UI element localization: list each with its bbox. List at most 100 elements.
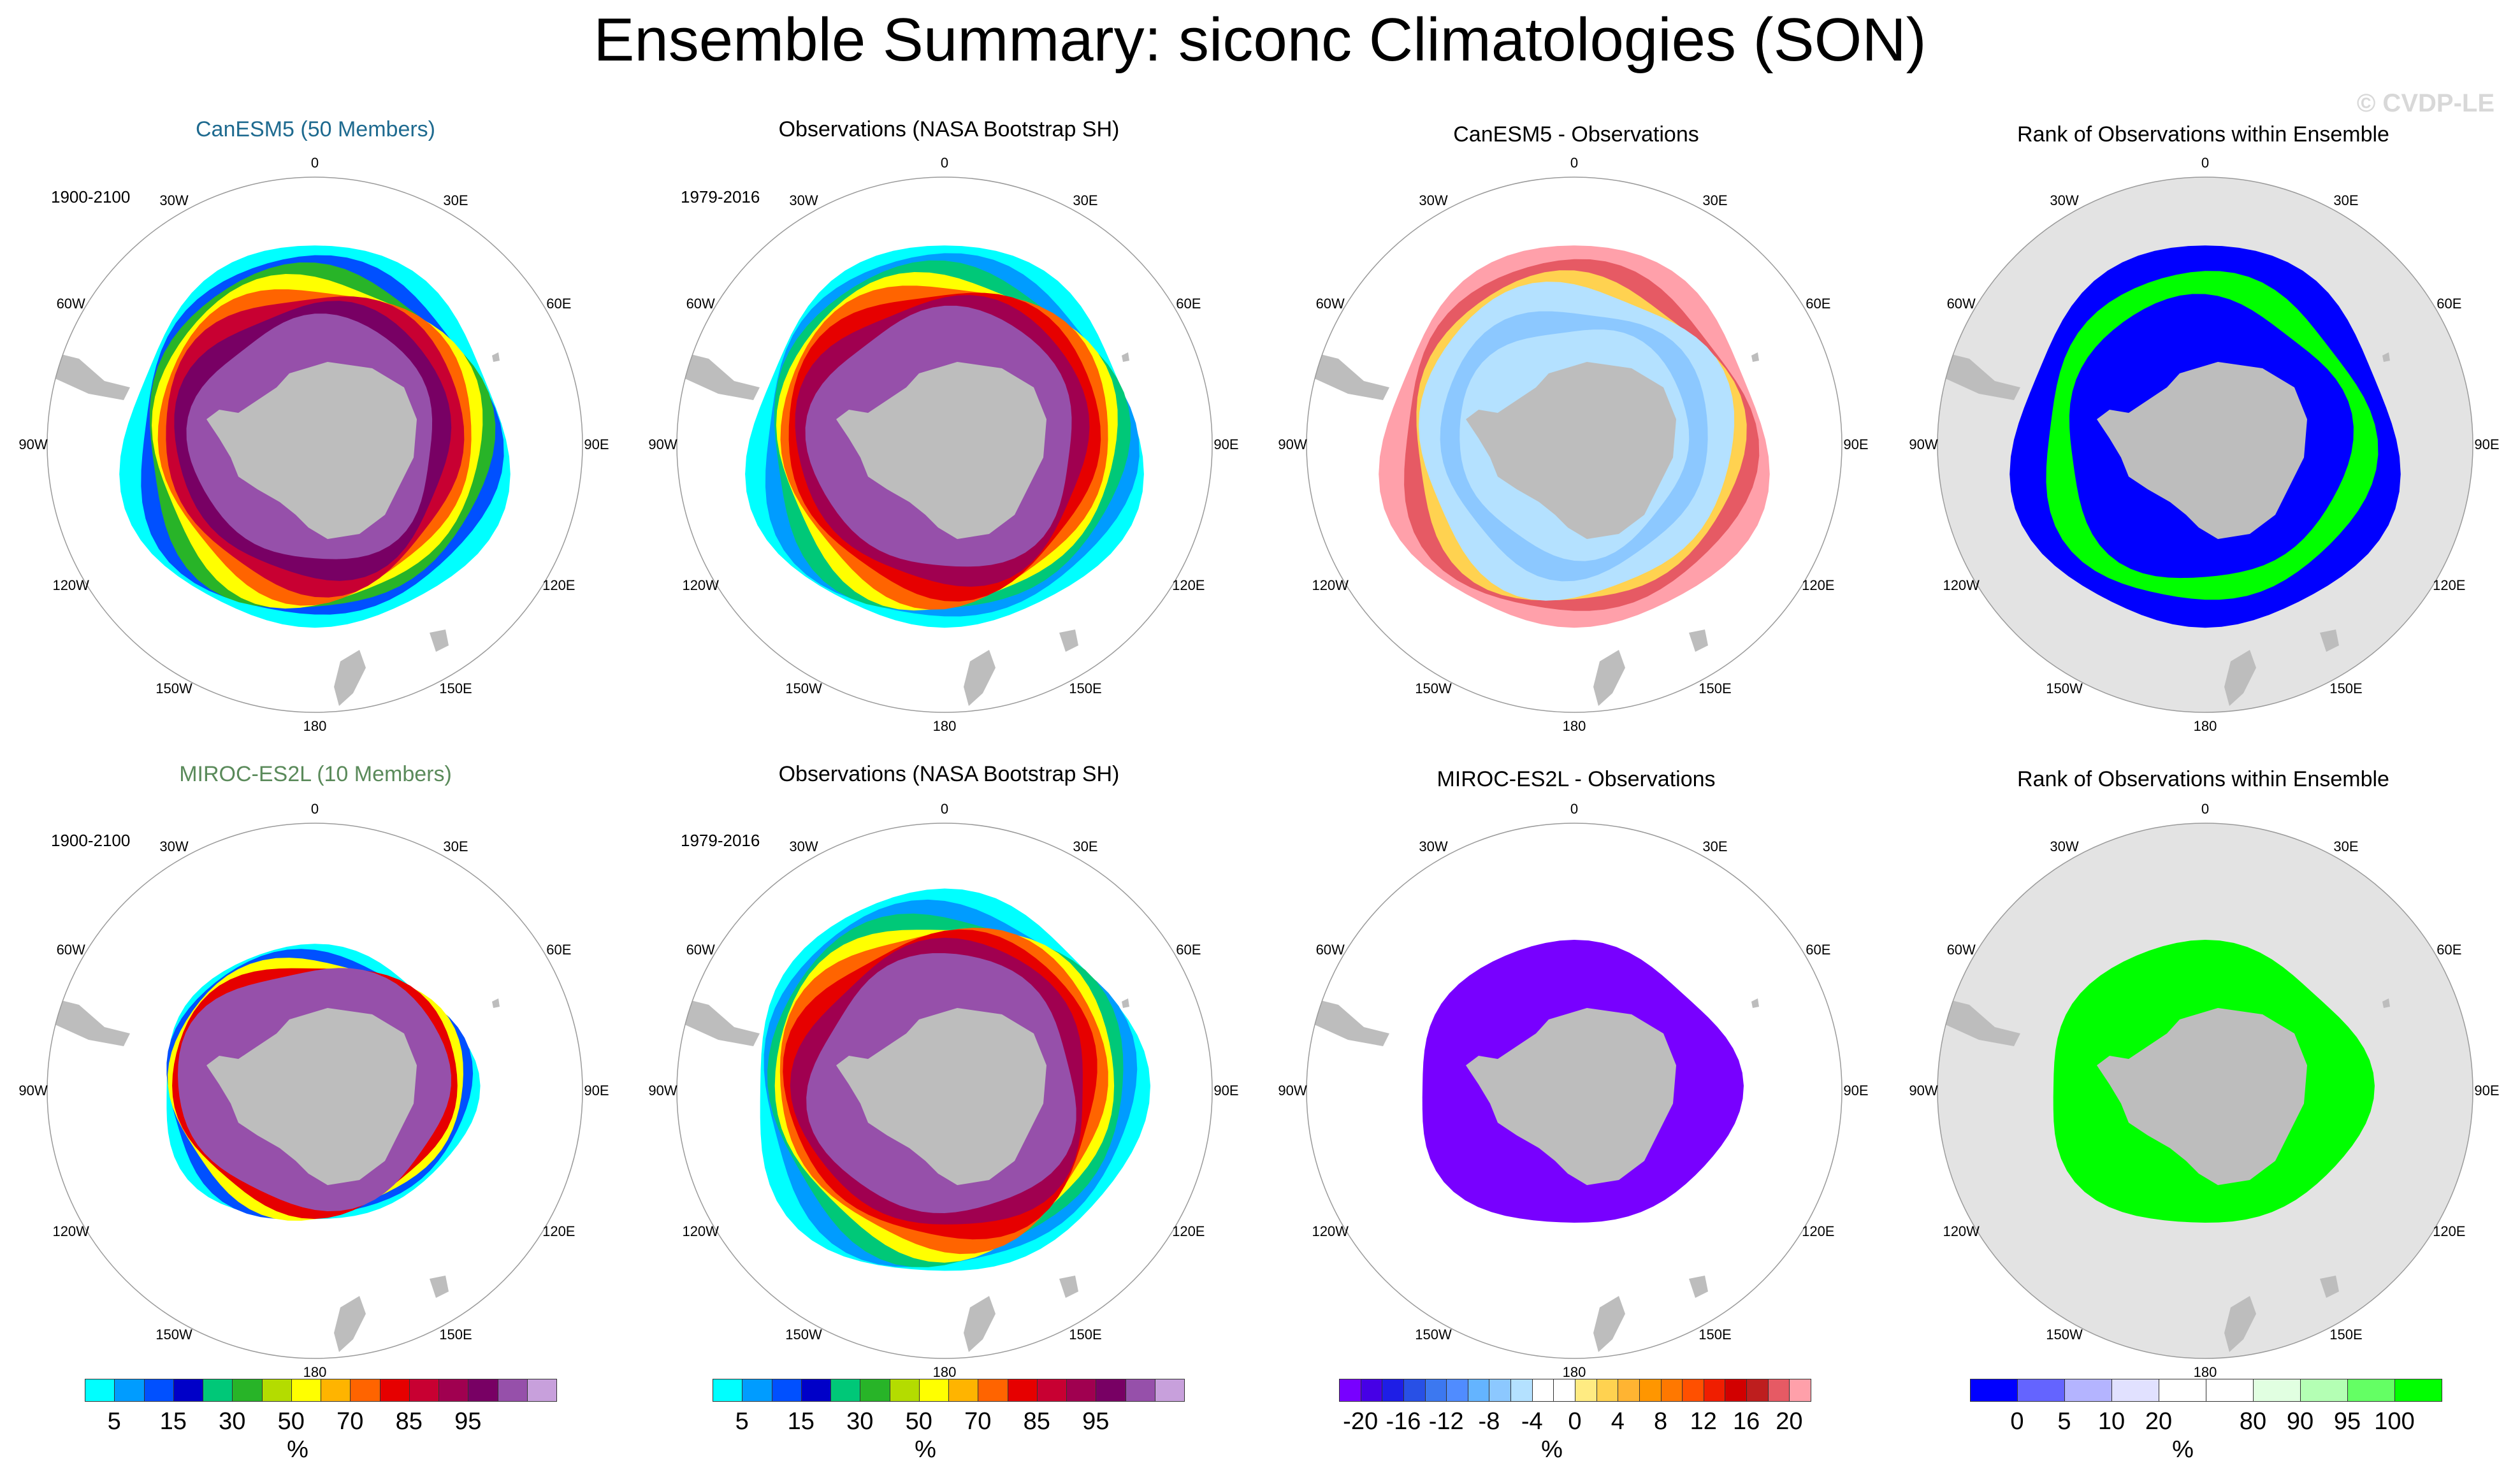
colorbar-swatch	[1125, 1379, 1155, 1402]
colorbar-swatch	[173, 1379, 203, 1402]
colorbar-swatch	[2064, 1379, 2112, 1402]
antarctica-landmass	[1466, 362, 1676, 539]
map-obs-climatology-1: 0 30E 60E 90E 120E 150E 180 150W 120W 90W 60W 30W	[648, 155, 1238, 734]
colorbar-rank: % 0 5 10 20 80 90 95 100	[1970, 1379, 2442, 1468]
colorbar-swatch	[379, 1379, 410, 1402]
lon-label: 60E	[2437, 296, 2461, 312]
colorbar-swatch	[143, 1379, 174, 1402]
colorbar-unit: %	[2172, 1436, 2194, 1463]
lon-label: 180	[933, 1364, 957, 1380]
lon-label: 90E	[1843, 436, 1868, 452]
colorbar-swatch	[526, 1379, 557, 1402]
island-landmass	[1751, 352, 1759, 362]
colorbar-tick-label: 95	[1082, 1408, 1110, 1435]
colorbar-swatch	[860, 1379, 890, 1402]
colorbar-swatch	[889, 1379, 920, 1402]
colorbar-swatch	[2017, 1379, 2065, 1402]
lon-label: 120E	[2433, 577, 2465, 593]
colorbar-tick-label: 30	[846, 1408, 874, 1435]
lon-label: 150E	[1698, 1327, 1731, 1342]
map-boundary	[1937, 176, 2473, 713]
colorbar-swatch	[1467, 1379, 1490, 1402]
colorbar-swatch	[1639, 1379, 1662, 1402]
lon-label: 180	[2194, 1364, 2217, 1380]
colorbar-swatch	[918, 1379, 949, 1402]
lon-label: 90E	[2474, 1083, 2499, 1098]
period-label-obs-1: 1979-2016	[681, 187, 760, 206]
panel-title-rank-1: Rank of Observations within Ensemble	[2017, 122, 2389, 147]
new-zealand-landmass	[2224, 1296, 2256, 1352]
lon-label: 150W	[1415, 1327, 1452, 1342]
island-landmass	[492, 352, 500, 362]
colorbar-tick-label: 95	[454, 1408, 482, 1435]
new-zealand-landmass	[2224, 650, 2256, 706]
colorbar-tick-label: 8	[1653, 1408, 1668, 1435]
colorbar-tick-label: 95	[2333, 1408, 2361, 1435]
colorbar-swatch	[1703, 1379, 1726, 1402]
lon-label: 0	[2201, 801, 2209, 817]
lon-label: 150E	[2329, 680, 2362, 696]
lon-label: 0	[311, 801, 319, 817]
colorbar-swatch	[85, 1379, 115, 1402]
colorbar-tick-label: 80	[2239, 1408, 2267, 1435]
lon-label: 150W	[156, 1327, 192, 1342]
colorbar-tick-label: 100	[2374, 1408, 2415, 1435]
lon-label: 90W	[1278, 436, 1307, 452]
lon-label: 30E	[1702, 838, 1727, 854]
new-zealand-landmass	[334, 650, 366, 706]
lon-label: 60W	[686, 942, 715, 958]
colorbar-swatch	[1403, 1379, 1426, 1402]
panel-title-diff-2: MIROC-ES2L - Observations	[1437, 767, 1716, 791]
colorbar-swatch	[2111, 1379, 2159, 1402]
colorbar-swatch	[291, 1379, 321, 1402]
panel-title-obs-2: Observations (NASA Bootstrap SH)	[778, 762, 1120, 786]
colorbar-tick-label: -16	[1386, 1408, 1421, 1435]
lon-label: 30W	[789, 838, 818, 854]
island-landmass	[2320, 630, 2339, 652]
colorbar-swatch	[2394, 1379, 2442, 1402]
colorbar-swatch	[497, 1379, 528, 1402]
colorbar-tick-label: 70	[964, 1408, 992, 1435]
colorbar-tick-label: 90	[2286, 1408, 2314, 1435]
colorbar-swatch	[438, 1379, 469, 1402]
lon-label: 150W	[1415, 680, 1452, 696]
lon-label: 90W	[648, 1083, 677, 1098]
colorbar-swatch	[1682, 1379, 1704, 1402]
lon-label: 60W	[1947, 942, 1976, 958]
lon-label: 60E	[2437, 942, 2461, 958]
colorbar-swatch	[2253, 1379, 2301, 1402]
lon-label: 120E	[542, 1223, 575, 1239]
map-boundary	[676, 823, 1213, 1359]
colorbar-tick-label: 12	[1690, 1408, 1717, 1435]
island-landmass	[2320, 1276, 2339, 1298]
lon-label: 120W	[1312, 1223, 1349, 1239]
antarctica-landmass	[206, 1008, 417, 1185]
lon-label: 0	[941, 801, 948, 817]
colorbar-difference: % -20 -16 -12 -8 -4 0 4 8 12 16 20	[1339, 1379, 1811, 1468]
lon-label: 150E	[439, 680, 472, 696]
lon-label: 120W	[1943, 577, 1980, 593]
lon-label: 90E	[584, 436, 609, 452]
lon-label: 30W	[159, 838, 188, 854]
lon-label: 60W	[57, 296, 85, 312]
colorbar-tick-label: 0	[1568, 1408, 1582, 1435]
colorbar-swatch	[1066, 1379, 1097, 1402]
map-boundary	[676, 176, 1213, 713]
colorbar-swatch	[1532, 1379, 1554, 1402]
colorbar-swatch	[742, 1379, 772, 1402]
lon-label: 0	[941, 155, 948, 171]
lon-label: 30W	[2050, 838, 2078, 854]
lon-label: 30W	[2050, 192, 2078, 208]
panel-title-diff-1: CanESM5 - Observations	[1453, 122, 1699, 147]
panel-title-rank-2: Rank of Observations within Ensemble	[2017, 767, 2389, 791]
island-landmass	[1689, 630, 1708, 652]
island-landmass	[430, 630, 449, 652]
island-landmass	[2382, 352, 2390, 362]
map-boundary	[1306, 823, 1843, 1359]
antarctica-landmass	[1466, 1008, 1676, 1185]
colorbar-swatch	[232, 1379, 263, 1402]
lon-label: 180	[303, 1364, 327, 1380]
lon-label: 90E	[1843, 1083, 1868, 1098]
lon-label: 90E	[584, 1083, 609, 1098]
antarctica-landmass	[2097, 1008, 2307, 1185]
